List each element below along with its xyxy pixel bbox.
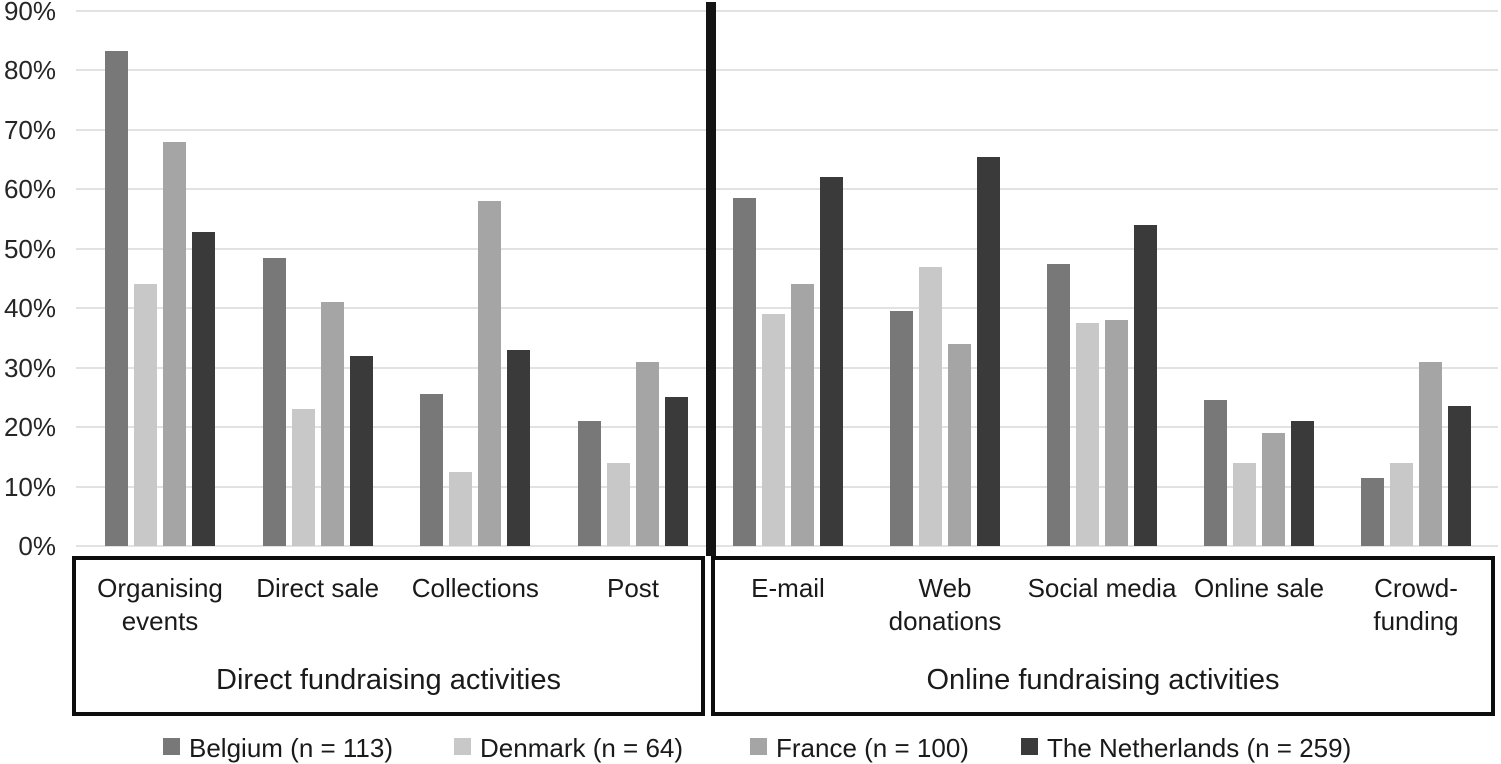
bar-belgium-crowd-funding (1361, 477, 1384, 546)
category-label-crowd-funding: Crowd-funding (1326, 572, 1501, 638)
bar-france-organising-events (163, 141, 186, 546)
bar-france-crowd-funding (1419, 361, 1442, 546)
gridline-10 (76, 485, 1498, 488)
category-label-line: Social media (1027, 573, 1177, 603)
legend-label-denmark: Denmark (n = 64) (480, 733, 684, 763)
category-label-post: Post (543, 572, 723, 605)
bar-denmark-collections (449, 471, 473, 546)
category-label-line: Web (918, 573, 972, 603)
category-label-line: funding (1373, 606, 1459, 636)
category-label-line: donations (888, 606, 1002, 636)
category-label-e-mail: E-mail (698, 572, 878, 605)
bar-belgium-organising-events (105, 50, 128, 546)
bar-france-collections (478, 201, 502, 546)
bar-denmark-crowd-funding (1390, 462, 1413, 546)
category-label-line: Crowd- (1374, 573, 1458, 603)
category-label-line: E-mail (751, 573, 825, 603)
category-label-direct-sale: Direct sale (228, 572, 408, 605)
legend-label-belgium: Belgium (n = 113) (189, 733, 394, 763)
bar-netherlands-direct-sale (349, 355, 373, 546)
legend-label-netherlands: The Netherlands (n = 259) (1047, 733, 1352, 763)
bar-france-web-donations (948, 343, 971, 546)
y-tick-label-70: 70% (3, 114, 56, 145)
bar-denmark-organising-events (134, 284, 157, 546)
bar-netherlands-e-mail (820, 177, 843, 546)
legend-swatch-france (750, 738, 767, 755)
legend-item-france: France (n = 100) (750, 733, 969, 763)
gridline-0 (76, 545, 1498, 547)
category-label-collections: Collections (385, 572, 565, 605)
bar-belgium-collections (420, 394, 444, 546)
direct-section-title: Direct fundraising activities (216, 664, 561, 696)
bar-france-e-mail (791, 284, 814, 546)
y-tick-label-80: 80% (3, 55, 56, 86)
y-tick-label-50: 50% (3, 233, 56, 264)
bar-belgium-e-mail (733, 198, 756, 546)
legend-swatch-denmark (454, 738, 471, 755)
bar-belgium-post (578, 421, 601, 546)
online-section-title: Online fundraising activities (926, 664, 1280, 696)
legend-swatch-belgium (163, 738, 180, 755)
bar-netherlands-collections (507, 349, 531, 546)
category-label-line: Direct sale (256, 573, 380, 603)
bar-denmark-post (607, 462, 630, 546)
legend-label-france: France (n = 100) (776, 733, 969, 763)
category-label-line: Post (606, 573, 660, 603)
bar-denmark-online-sale (1233, 462, 1256, 546)
bar-netherlands-web-donations (977, 156, 1000, 546)
legend-item-netherlands: The Netherlands (n = 259) (1021, 733, 1351, 763)
bar-netherlands-post (665, 397, 688, 546)
gridline-70 (76, 128, 1498, 131)
bar-denmark-social-media (1076, 323, 1099, 546)
y-tick-label-90: 90% (3, 0, 56, 27)
direct-section-box: Direct fundraising activities (72, 556, 705, 716)
bar-belgium-online-sale (1204, 400, 1227, 546)
bar-belgium-social-media (1047, 263, 1070, 546)
gridline-60 (76, 188, 1498, 191)
category-label-line: events (121, 606, 199, 636)
online-section-box: Online fundraising activities (711, 556, 1495, 716)
category-label-organising-events: Organising events (70, 572, 250, 638)
legend-swatch-netherlands (1021, 738, 1038, 755)
bar-belgium-web-donations (890, 311, 913, 546)
bar-france-online-sale (1262, 433, 1285, 546)
gridline-40 (76, 307, 1498, 310)
bar-netherlands-online-sale (1291, 421, 1314, 546)
gridline-50 (76, 247, 1498, 250)
category-label-line: Collections (411, 573, 539, 603)
y-tick-label-60: 60% (3, 174, 56, 205)
gridline-30 (76, 366, 1498, 369)
gridline-20 (76, 426, 1498, 429)
y-tick-label-10: 10% (3, 471, 56, 502)
gridline-80 (76, 69, 1498, 72)
bar-france-direct-sale (320, 302, 344, 546)
section-divider-line (706, 2, 716, 556)
bar-netherlands-organising-events (192, 232, 215, 546)
bar-denmark-web-donations (919, 266, 942, 546)
bar-denmark-e-mail (762, 314, 785, 546)
bar-netherlands-crowd-funding (1448, 406, 1471, 546)
bar-denmark-direct-sale (291, 409, 315, 546)
category-label-online-sale: Online sale (1169, 572, 1349, 605)
y-tick-label-20: 20% (3, 412, 56, 443)
bar-belgium-direct-sale (262, 257, 286, 546)
legend-item-belgium: Belgium (n = 113) (163, 733, 393, 763)
category-label-line: Online sale (1193, 573, 1325, 603)
bar-netherlands-social-media (1134, 225, 1157, 546)
y-tick-label-0: 0% (18, 531, 56, 561)
gridline-90 (76, 10, 1498, 13)
y-tick-label-30: 30% (3, 352, 56, 383)
bar-france-social-media (1105, 320, 1128, 546)
category-label-line: Organising (97, 573, 223, 603)
legend-item-denmark: Denmark (n = 64) (454, 733, 683, 763)
category-label-social-media: Social media (1012, 572, 1192, 605)
bar-france-post (636, 361, 659, 546)
category-label-web-donations: Web donations (855, 572, 1035, 638)
y-tick-label-40: 40% (3, 293, 56, 324)
